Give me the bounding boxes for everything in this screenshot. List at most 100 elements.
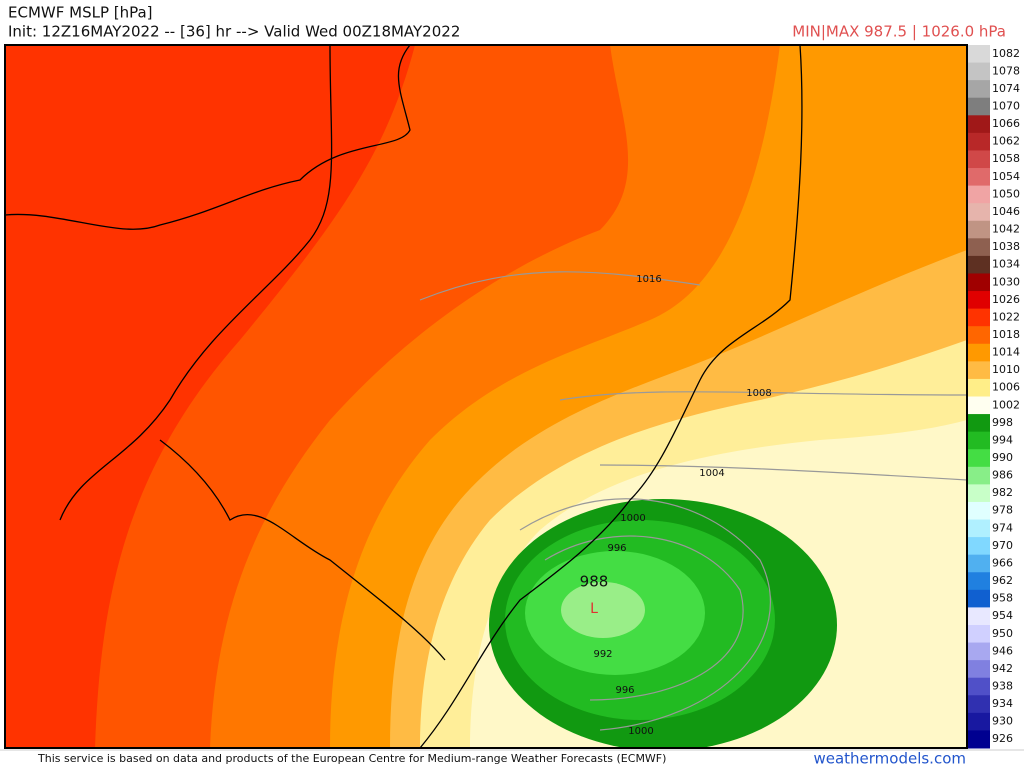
contour-label: 996 bbox=[615, 685, 634, 696]
colorbar-cell bbox=[968, 677, 990, 696]
colorbar-label: 942 bbox=[992, 662, 1013, 675]
colorbar-cell bbox=[968, 431, 990, 450]
colorbar-label: 950 bbox=[992, 627, 1013, 640]
title: ECMWF MSLP [hPa] bbox=[8, 4, 153, 22]
colorbar-label: 970 bbox=[992, 539, 1013, 552]
colorbar-cell bbox=[968, 273, 990, 292]
colorbar-cell bbox=[968, 168, 990, 187]
colorbar-label: 1034 bbox=[992, 258, 1020, 271]
colorbar-cell bbox=[968, 80, 990, 99]
colorbar-cell bbox=[968, 238, 990, 257]
colorbar-cell bbox=[968, 607, 990, 626]
colorbar-label: 994 bbox=[992, 433, 1013, 446]
colorbar: 1082 1078 1074 1070 1066 1062 1058 1054 1050 1046… bbox=[968, 45, 1020, 749]
colorbar-cell bbox=[968, 660, 990, 679]
colorbar-cell bbox=[968, 712, 990, 731]
min-max: MIN|MAX 987.5 | 1026.0 hPa bbox=[792, 23, 1006, 41]
colorbar-cell bbox=[968, 132, 990, 151]
colorbar-label: 954 bbox=[992, 609, 1013, 622]
colorbar-label: 1054 bbox=[992, 170, 1020, 183]
colorbar-label: 1050 bbox=[992, 187, 1020, 200]
colorbar-label: 946 bbox=[992, 644, 1013, 657]
init-line: Init: 12Z16MAY2022 -- [36] hr --> Valid … bbox=[8, 23, 460, 41]
colorbar-cell bbox=[968, 624, 990, 644]
site-link[interactable]: weathermodels.com bbox=[813, 750, 966, 768]
colorbar-label: 1002 bbox=[992, 398, 1020, 411]
contour-label: 1004 bbox=[699, 468, 724, 479]
colorbar-label: 1042 bbox=[992, 223, 1020, 236]
colorbar-cell bbox=[968, 115, 990, 134]
colorbar-label: 930 bbox=[992, 715, 1013, 728]
colorbar-cell bbox=[968, 361, 990, 380]
colorbar-cell bbox=[968, 519, 990, 538]
colorbar-label: 926 bbox=[992, 732, 1013, 745]
colorbar-cell bbox=[968, 343, 990, 362]
colorbar-cell bbox=[968, 396, 990, 415]
colorbar-label: 1070 bbox=[992, 100, 1020, 113]
colorbar-label: 990 bbox=[992, 451, 1013, 464]
colorbar-cell bbox=[968, 449, 990, 468]
colorbar-cell bbox=[968, 291, 990, 310]
contour-label: 1000 bbox=[628, 726, 653, 737]
colorbar-label: 1006 bbox=[992, 381, 1020, 394]
colorbar-cell bbox=[968, 642, 990, 661]
colorbar-label: 934 bbox=[992, 697, 1013, 710]
colorbar-cell bbox=[968, 45, 990, 64]
credit: This service is based on data and produc… bbox=[37, 752, 666, 765]
colorbar-label: 1014 bbox=[992, 346, 1020, 359]
colorbar-label: 1058 bbox=[992, 152, 1020, 165]
colorbar-cell bbox=[968, 466, 990, 485]
colorbar-label: 974 bbox=[992, 521, 1013, 534]
colorbar-label: 1026 bbox=[992, 293, 1020, 306]
colorbar-cell bbox=[968, 255, 990, 274]
contour-label: 1016 bbox=[636, 274, 661, 285]
colorbar-cell bbox=[968, 414, 990, 433]
colorbar-cell bbox=[968, 326, 990, 345]
colorbar-label: 1082 bbox=[992, 47, 1020, 60]
colorbar-cell bbox=[968, 185, 990, 204]
contour-labels: 1016 1008 1004 1000 996 988 992 996 1000 L bbox=[580, 274, 772, 737]
colorbar-cell bbox=[968, 695, 990, 714]
colorbar-cell bbox=[968, 537, 990, 556]
colorbar-cell bbox=[968, 97, 990, 116]
colorbar-label: 1018 bbox=[992, 328, 1020, 341]
colorbar-cell bbox=[968, 484, 990, 503]
map-frame bbox=[4, 44, 968, 749]
map bbox=[5, 45, 967, 748]
colorbar-cell bbox=[968, 203, 990, 222]
colorbar-cell bbox=[968, 308, 990, 327]
colorbar-label: 998 bbox=[992, 416, 1013, 429]
contour-label: 1008 bbox=[746, 388, 771, 399]
colorbar-label: 1038 bbox=[992, 240, 1020, 253]
colorbar-label: 938 bbox=[992, 679, 1013, 692]
low-center: L bbox=[590, 601, 598, 617]
colorbar-cell bbox=[968, 554, 990, 573]
colorbar-label: 1074 bbox=[992, 82, 1020, 95]
colorbar-cell bbox=[968, 572, 990, 591]
colorbar-label: 982 bbox=[992, 486, 1013, 499]
contour-label: 992 bbox=[593, 649, 612, 660]
colorbar-cell bbox=[968, 62, 990, 81]
colorbar-label: 1030 bbox=[992, 275, 1020, 288]
contour-label: 1000 bbox=[620, 513, 645, 524]
colorbar-label: 962 bbox=[992, 574, 1013, 587]
colorbar-label: 1022 bbox=[992, 310, 1020, 323]
colorbar-label: 1066 bbox=[992, 117, 1020, 130]
colorbar-label: 1046 bbox=[992, 205, 1020, 218]
colorbar-cell bbox=[968, 150, 990, 169]
colorbar-label: 986 bbox=[992, 469, 1013, 482]
colorbar-cell bbox=[968, 220, 990, 239]
colorbar-label: 958 bbox=[992, 592, 1013, 605]
colorbar-label: 1062 bbox=[992, 135, 1020, 148]
contour-label: 988 bbox=[580, 573, 609, 591]
colorbar-cell bbox=[968, 589, 990, 608]
colorbar-label: 966 bbox=[992, 556, 1013, 569]
colorbar-label: 1078 bbox=[992, 64, 1020, 77]
colorbar-cell bbox=[968, 730, 990, 749]
contour-label: 996 bbox=[607, 543, 626, 554]
colorbar-label: 1010 bbox=[992, 363, 1020, 376]
colorbar-label: 978 bbox=[992, 504, 1013, 517]
colorbar-cell bbox=[968, 378, 990, 397]
